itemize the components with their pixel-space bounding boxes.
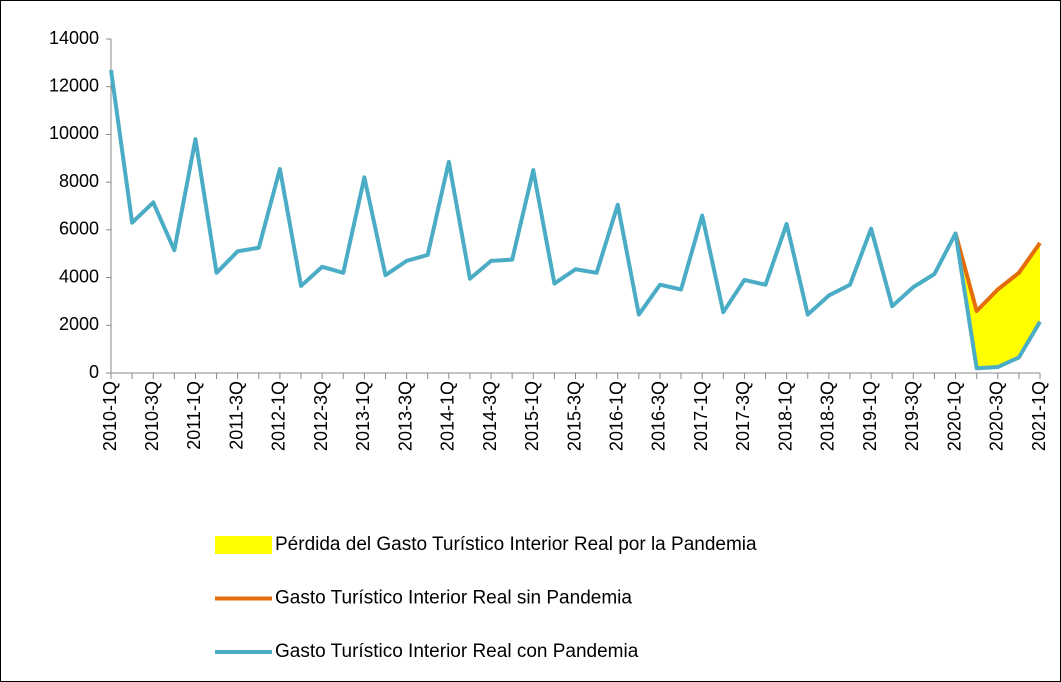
y-tick-label: 2000 xyxy=(59,314,99,334)
x-tick-label: 2012-3Q xyxy=(311,381,331,451)
x-tick-label: 2014-3Q xyxy=(480,381,500,451)
x-tick-label: 2010-1Q xyxy=(100,381,120,451)
x-tick-label: 2011-1Q xyxy=(184,381,204,450)
x-tick-label: 2015-3Q xyxy=(564,381,584,451)
series-line xyxy=(109,69,1042,371)
x-tick-label: 2013-1Q xyxy=(353,381,373,451)
x-tick-label: 2021-1Q xyxy=(1029,381,1049,451)
x-tick-label: 2015-1Q xyxy=(522,381,542,451)
y-tick-label: 6000 xyxy=(59,219,99,239)
x-tick-label: 2018-1Q xyxy=(775,381,795,451)
x-tick-label: 2013-3Q xyxy=(395,381,415,451)
x-tick-label: 2017-1Q xyxy=(691,381,711,451)
legend-label: Gasto Turístico Interior Real sin Pandem… xyxy=(275,588,632,609)
x-tick-label: 2018-3Q xyxy=(818,381,838,451)
y-tick-label: 8000 xyxy=(59,171,99,191)
x-tick-label: 2010-3Q xyxy=(142,381,162,451)
x-tick-label: 2019-1Q xyxy=(860,381,880,451)
x-tick-label: 2014-1Q xyxy=(438,381,458,451)
legend-label: Pérdida del Gasto Turístico Interior Rea… xyxy=(275,534,757,555)
x-tick-label: 2017-3Q xyxy=(733,381,753,451)
y-tick-label: 12000 xyxy=(49,75,99,95)
x-tick-label: 2020-3Q xyxy=(987,381,1007,451)
series-line xyxy=(953,232,1042,313)
legend-label: Gasto Turístico Interior Real con Pandem… xyxy=(275,641,639,662)
loss-area xyxy=(955,233,1040,369)
y-tick-label: 14000 xyxy=(49,28,99,48)
x-tick-label: 2016-3Q xyxy=(649,381,669,451)
x-tick-label: 2016-1Q xyxy=(606,381,626,451)
x-tick-label: 2012-1Q xyxy=(269,381,289,451)
legend-swatch xyxy=(215,536,272,554)
y-tick-label: 10000 xyxy=(49,123,99,143)
x-tick-label: 2011-3Q xyxy=(226,381,246,450)
x-tick-label: 2020-1Q xyxy=(944,381,964,451)
x-tick-label: 2019-3Q xyxy=(902,381,922,451)
y-tick-label: 0 xyxy=(89,362,99,382)
y-tick-label: 4000 xyxy=(59,266,99,286)
